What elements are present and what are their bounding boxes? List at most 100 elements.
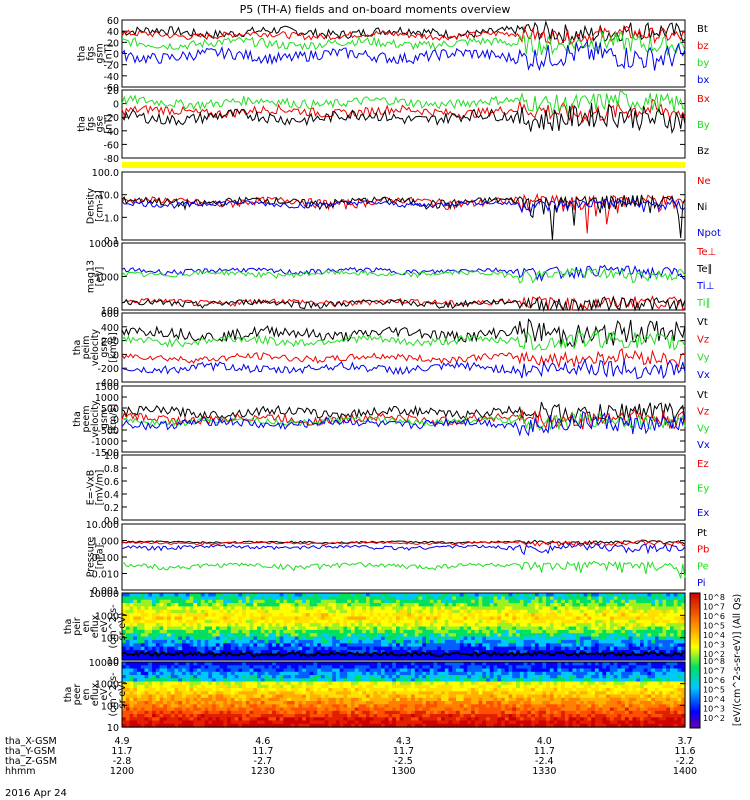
spectrogram-cell xyxy=(497,636,502,641)
spectrogram-cell xyxy=(230,694,236,699)
spectrogram-cell xyxy=(523,616,528,621)
spectrogram-cell xyxy=(242,714,247,718)
spectrogram-cell xyxy=(335,653,341,658)
spectrogram-cell xyxy=(411,707,416,712)
spectrogram-cell xyxy=(549,629,555,634)
spectrogram-cell xyxy=(549,646,555,651)
spectrogram-cell xyxy=(245,701,251,705)
spectrogram-cell xyxy=(651,650,656,654)
spectrogram-cell xyxy=(182,656,187,661)
spectrogram-cell xyxy=(343,681,348,686)
spectrogram-cell xyxy=(362,671,367,676)
spectrogram-cell xyxy=(388,599,393,604)
spectrogram-cell xyxy=(245,633,251,638)
spectrogram-cell xyxy=(572,646,577,651)
spectrogram-cell xyxy=(223,596,228,601)
spectrogram-cell xyxy=(422,701,427,705)
spectrogram-cell xyxy=(133,623,138,628)
spectrogram-cell xyxy=(313,639,318,644)
spectrogram-cell xyxy=(212,603,217,607)
spectrogram-cell xyxy=(140,636,146,641)
spectrogram-cell xyxy=(399,668,405,673)
spectrogram-cell xyxy=(343,619,348,624)
spectrogram-cell xyxy=(366,707,371,712)
spectrogram-cell xyxy=(302,639,307,644)
spectrogram-cell xyxy=(403,678,408,683)
spectrogram-cell xyxy=(444,639,450,644)
spectrogram-cell xyxy=(249,704,254,709)
spectrogram-cell xyxy=(527,616,532,621)
spectrogram-cell xyxy=(189,710,194,715)
spectrogram-cell xyxy=(381,684,386,689)
spectrogram-cell xyxy=(219,613,224,618)
spectrogram-cell xyxy=(504,656,510,661)
spectrogram-cell xyxy=(140,710,146,715)
spectrogram-cell xyxy=(227,688,232,692)
spectrogram-cell xyxy=(422,671,427,676)
spectrogram-cell xyxy=(422,596,427,601)
spectrogram-cell xyxy=(478,623,483,628)
spectrogram-cell xyxy=(324,613,330,618)
spectrogram-cell xyxy=(351,639,356,644)
spectrogram-cell xyxy=(609,609,615,614)
spectrogram-cell xyxy=(234,668,239,673)
spectrogram-cell xyxy=(245,653,251,658)
spectrogram-cell xyxy=(347,643,352,648)
spectrogram-cell xyxy=(133,668,138,673)
spectrogram-cell xyxy=(283,704,288,709)
spectrogram-cell xyxy=(230,650,236,654)
spectrogram-cell xyxy=(388,675,393,679)
spectrogram-cell xyxy=(392,675,397,679)
spectrogram-cell xyxy=(174,688,179,692)
spectrogram-cell xyxy=(478,613,483,618)
series-line-bx xyxy=(121,39,686,72)
spectrogram-cell xyxy=(242,633,247,638)
spectrogram-cell xyxy=(474,650,480,654)
spectrogram-cell xyxy=(493,616,498,621)
spectrogram-cell xyxy=(204,720,209,725)
spectrogram-cell xyxy=(354,704,360,709)
spectrogram-cell xyxy=(290,603,296,607)
spectrogram-cell xyxy=(167,684,172,689)
spectrogram-cell xyxy=(504,629,510,634)
spectrogram-cell xyxy=(572,629,577,634)
spectrogram-cell xyxy=(388,639,393,644)
spectrogram-cell xyxy=(403,717,408,722)
spectrogram-cell xyxy=(332,668,337,673)
spectrogram-cell xyxy=(212,675,217,679)
spectrogram-cell xyxy=(662,603,667,607)
spectrogram-cell xyxy=(125,717,131,722)
spectrogram-cell xyxy=(396,675,401,679)
spectrogram-cell xyxy=(647,606,652,611)
spectrogram-cell xyxy=(456,606,461,611)
spectrogram-cell xyxy=(411,662,416,666)
spectrogram-cell xyxy=(538,613,543,618)
spectrogram-cell xyxy=(170,717,176,722)
spectrogram-cell xyxy=(279,691,284,696)
spectrogram-cell xyxy=(508,613,513,618)
spectrogram-cell xyxy=(302,691,307,696)
y-tick-label: 10.0 xyxy=(98,191,119,202)
spectrogram-cell xyxy=(549,650,555,654)
spectrogram-cell xyxy=(335,662,341,666)
spectrogram-cell xyxy=(313,636,318,641)
spectrogram-cell xyxy=(613,643,619,648)
spectrogram-cell xyxy=(238,710,243,715)
spectrogram-cell xyxy=(230,701,236,705)
spectrogram-cell xyxy=(298,596,303,601)
spectrogram-cell xyxy=(170,710,176,715)
y-axis-label: (cm^2-s- xyxy=(108,605,119,649)
spectrogram-cell xyxy=(422,697,427,702)
spectrogram-cell xyxy=(272,650,277,654)
spectrogram-cell xyxy=(579,643,585,648)
spectrogram-cell xyxy=(362,596,367,601)
spectrogram-cell xyxy=(433,650,438,654)
spectrogram-cell xyxy=(677,606,682,611)
spectrogram-cell xyxy=(227,609,232,614)
spectrogram-cell xyxy=(433,606,438,611)
spectrogram-cell xyxy=(260,616,266,621)
spectrogram-cell xyxy=(137,688,142,692)
spectrogram-cell xyxy=(647,619,652,624)
spectrogram-cell xyxy=(587,656,592,661)
spectrogram-cell xyxy=(125,643,131,648)
